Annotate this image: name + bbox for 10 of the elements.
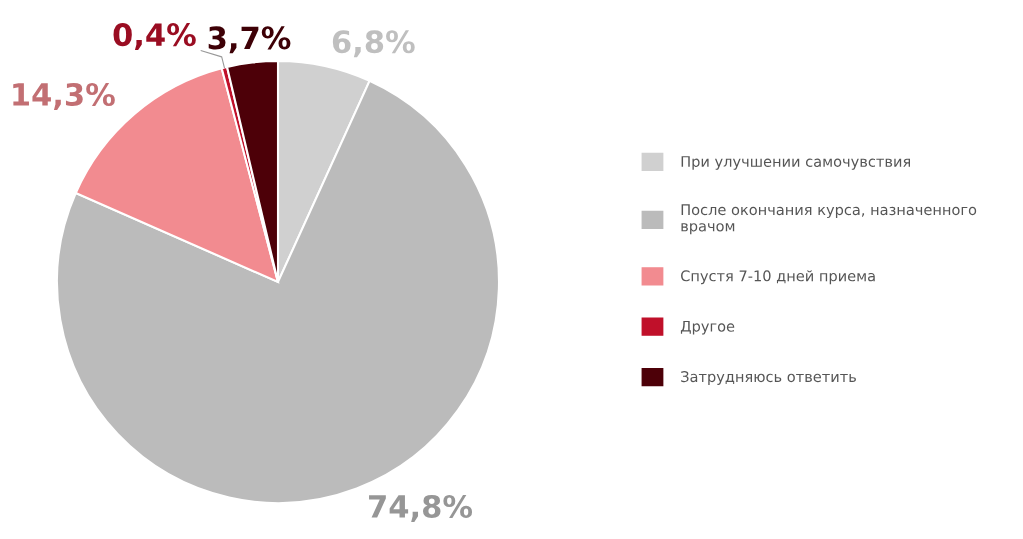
legend-label: После окончания курса, назначенного врачом [681,204,977,235]
data-label: 74,8% [369,494,473,522]
legend-label: Другое [680,320,735,335]
legend-label: Спустя 7-10 дней приема [681,270,875,285]
data-label: 6,8% [332,30,415,58]
data-label: 14,3% [13,82,115,110]
legend-label: Затрудняюсь ответить [681,371,856,385]
data-label: 0,4% [113,23,196,51]
legend-label: При улучшении самочувствия [681,156,910,170]
data-label: 3,7% [208,26,291,54]
